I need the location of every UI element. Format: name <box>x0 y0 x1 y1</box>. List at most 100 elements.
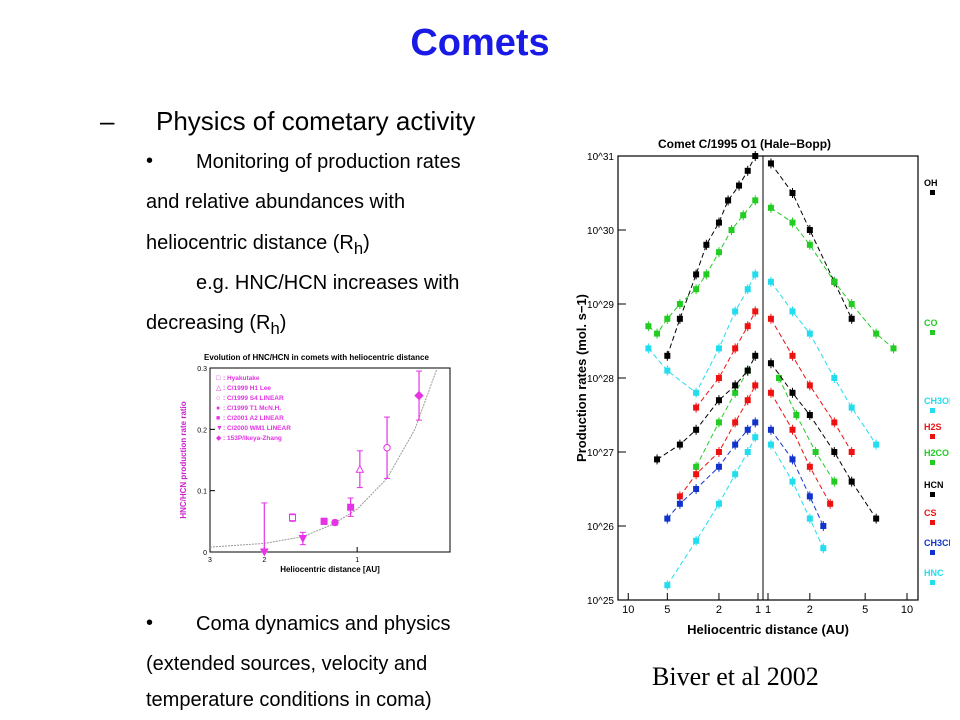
chart2-fit-line <box>648 200 756 335</box>
chart2-xtick-label: 1 <box>765 604 771 616</box>
bullet-1-line-2: and relative abundances with <box>146 191 406 213</box>
chart2-point <box>715 397 722 404</box>
chart2-point <box>744 449 751 455</box>
chart2-point <box>744 167 751 174</box>
chart1-legend-marker: △ <box>216 385 222 392</box>
chart2-fit-line <box>770 444 824 549</box>
chart2-point <box>693 486 700 492</box>
chart1-legend-marker: ◆ <box>216 435 222 442</box>
chart2-point <box>693 426 700 433</box>
chart2-legend-label: CO <box>924 318 938 328</box>
chart1-legend-marker: ○ <box>216 395 220 402</box>
chart2-legend-label: CS <box>924 508 937 518</box>
chart2-point <box>789 190 796 196</box>
chart2-point <box>789 456 796 463</box>
chart2-fit-line <box>778 377 835 482</box>
line-3-close: ) <box>363 232 370 254</box>
chart2-xtick-label: 2 <box>716 604 722 616</box>
chart2-fit-line <box>695 311 756 408</box>
chart2-legend-label: H2S <box>924 422 942 432</box>
chart2-point <box>767 441 774 448</box>
chart2-point <box>676 301 683 307</box>
chart2-fit-line <box>770 318 853 453</box>
chart2-point <box>831 449 838 455</box>
chart2-point <box>806 493 813 500</box>
citation-caption: Biver et al 2002 <box>652 662 819 691</box>
chart2-point <box>752 382 759 389</box>
bullet-2-dot: • <box>146 612 154 634</box>
chart2-ytick-label: 10^29 <box>587 300 614 311</box>
bullet-2-line-1: Coma dynamics and physics <box>196 613 451 635</box>
chart1-ytick-label: 0.2 <box>197 427 207 434</box>
chart2-point <box>732 441 739 448</box>
chart1-xtick-label: 3 <box>208 557 212 564</box>
chart2-point <box>664 352 671 359</box>
chart2-point <box>736 182 743 189</box>
chart2-legend-marker <box>930 330 935 335</box>
chart2-ytick-label: 10^26 <box>587 522 614 533</box>
chart1-point <box>320 517 328 525</box>
chart2-point <box>848 301 855 307</box>
chart1-point <box>383 444 391 452</box>
bullet-1-line-5: decreasing (Rh) <box>146 311 286 341</box>
chart2-point <box>693 404 700 411</box>
chart2-legend-marker <box>930 460 935 465</box>
hale-bopp-production-chart: Comet C/1995 O1 (Hale−Bopp) Production r… <box>574 137 950 637</box>
chart2-legend-label: HNC <box>924 568 944 578</box>
chart2-point <box>806 515 813 522</box>
chart2-point <box>693 537 700 544</box>
chart2-ytick-label: 10^31 <box>587 152 614 163</box>
bullet-2-line-3: temperature conditions in coma) <box>146 689 432 711</box>
chart2-point <box>732 345 739 352</box>
chart2-point <box>793 412 800 418</box>
chart1-ylabel: HNC/HCN production rate ratio <box>179 401 188 518</box>
chart2-point <box>664 515 671 522</box>
chart1-legend-marker: ● <box>216 405 220 412</box>
chart1-point <box>347 503 355 511</box>
bullet-1-line-3: heliocentric distance (Rh) <box>146 231 370 261</box>
chart2-point <box>806 463 813 470</box>
chart2-legend-label: H2CO <box>924 448 949 458</box>
chart1-frame <box>209 367 451 553</box>
chart2-point <box>664 315 671 322</box>
chart2-point <box>664 582 671 589</box>
chart2-point <box>806 382 813 389</box>
line-5-close: ) <box>279 312 287 334</box>
chart2-ytick-label: 10^28 <box>587 374 614 385</box>
chart2-point <box>654 456 661 463</box>
chart2-point <box>676 441 683 448</box>
chart1-title: Evolution of HNC/HCN in comets with heli… <box>204 353 429 362</box>
chart1-legend-marker: □ <box>216 375 221 382</box>
chart2-point <box>820 545 827 552</box>
chart1-ytick-label: 0 <box>203 550 207 557</box>
chart2-point <box>831 419 838 426</box>
chart2-point <box>732 382 739 389</box>
chart2-point <box>848 478 855 485</box>
chart2-fit-line <box>770 281 877 445</box>
chart2-point <box>873 441 880 448</box>
chart2-point <box>744 323 751 330</box>
chart2-title: Comet C/1995 O1 (Hale−Bopp) <box>658 137 831 151</box>
chart2-point <box>744 397 751 404</box>
chart2-point <box>873 515 880 522</box>
chart2-fit-line <box>648 274 756 394</box>
chart2-point <box>715 463 722 470</box>
chart2-fit-line <box>770 163 853 320</box>
chart2-ytick-label: 10^25 <box>587 596 614 607</box>
chart2-point <box>744 426 751 433</box>
slide-title: Comets <box>410 22 550 64</box>
chart2-fit-line <box>666 155 756 356</box>
rh-subscript-2: h <box>270 319 280 338</box>
chart2-point <box>715 500 722 507</box>
chart2-point <box>848 404 855 411</box>
chart2-point <box>848 449 855 455</box>
hnc-hcn-ratio-chart: Evolution of HNC/HCN in comets with heli… <box>179 353 451 574</box>
chart1-legend-label: : C/1999 T1 McN.H. <box>223 405 281 412</box>
chart2-point <box>693 271 700 278</box>
chart2-point <box>806 412 813 418</box>
chart2-point <box>752 434 759 441</box>
chart2-point <box>693 389 700 396</box>
chart2-point <box>728 227 735 233</box>
chart1-xtick-label: 2 <box>262 557 266 564</box>
